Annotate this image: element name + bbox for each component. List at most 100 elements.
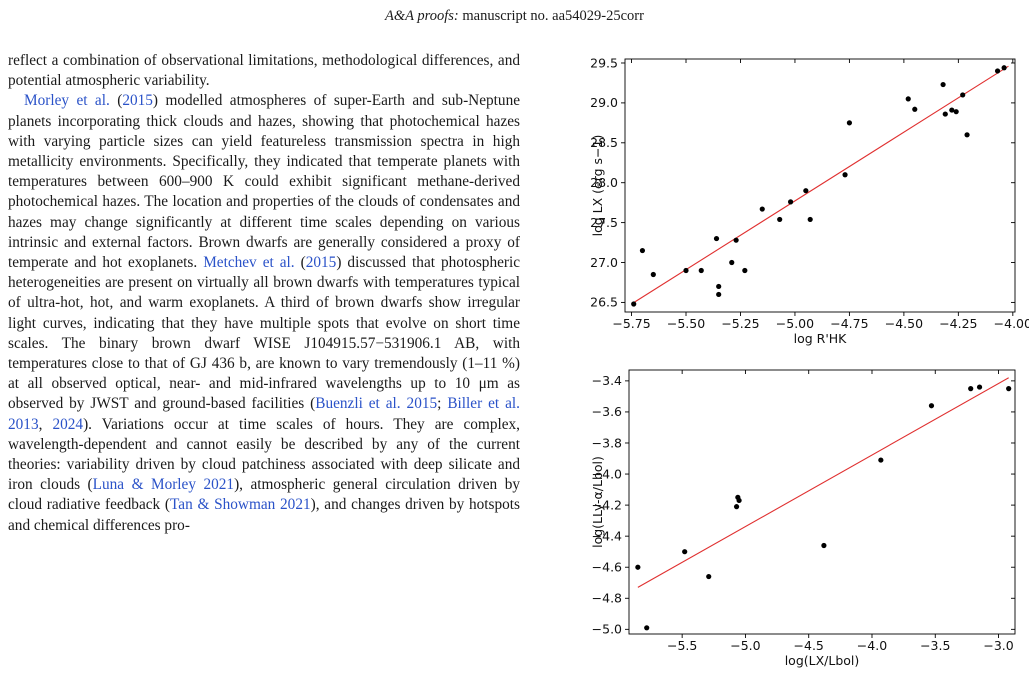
- x-tick-label: −4.75: [830, 316, 868, 331]
- data-point: [1006, 386, 1012, 392]
- journal-name: A&A proofs:: [385, 8, 459, 24]
- data-point: [905, 96, 911, 102]
- x-tick-label: −5.00: [776, 316, 814, 331]
- data-point: [994, 68, 1001, 74]
- y-tick-label: 29.0: [590, 95, 618, 110]
- data-point: [1001, 65, 1007, 71]
- data-point: [842, 172, 848, 178]
- data-point: [949, 107, 955, 113]
- citation-link[interactable]: Metchev et al.: [203, 254, 295, 272]
- x-tick-label: −4.0: [857, 638, 887, 653]
- x-tick-label: −5.75: [612, 316, 650, 331]
- running-header: A&A proofs: manuscript no. aa54029-25cor…: [0, 8, 1029, 25]
- data-point: [729, 259, 735, 266]
- fit-line: [631, 65, 1009, 305]
- data-point: [644, 625, 650, 631]
- x-tick-label: −4.25: [939, 316, 977, 331]
- data-point: [928, 403, 935, 409]
- y-tick-label: 28.0: [590, 175, 618, 190]
- data-point: [912, 106, 918, 112]
- paragraph-text: ;: [437, 395, 448, 413]
- data-point: [787, 199, 794, 205]
- data-point: [953, 109, 959, 115]
- data-point: [960, 92, 966, 98]
- y-axis-label: log(LLy-α/Lbol): [590, 456, 605, 548]
- data-point: [940, 81, 946, 88]
- data-point: [942, 111, 948, 117]
- y-tick-label: 27.0: [590, 255, 618, 270]
- y-tick-label: 27.5: [590, 215, 618, 230]
- y-tick-label: −4.8: [592, 591, 622, 606]
- data-point: [846, 120, 853, 126]
- figure-lya-vs-lx: −5.5 −5.0 −4.5 −4.0 −3.5 −3.0 −5.0 −4.8 −4.6 −4.4…: [590, 369, 1016, 668]
- citation-link[interactable]: Biller et al. 2013: [8, 395, 520, 433]
- paragraph-text: ) modelled atmospheres of super-Earth an…: [8, 92, 521, 272]
- x-tick-label: −5.0: [730, 638, 760, 653]
- paragraph-text: (: [294, 254, 306, 272]
- data-point: [733, 237, 739, 243]
- y-tick-label: 28.5: [590, 135, 618, 150]
- y-tick-label: −3.6: [592, 404, 622, 419]
- paragraph-1: reflect a combination of observational l…: [8, 52, 520, 90]
- data-point: [878, 457, 884, 463]
- y-tick-label: 29.5: [590, 55, 618, 70]
- x-tick-label: −4.00: [994, 316, 1029, 331]
- data-point: [777, 216, 783, 223]
- x-tick-label: −5.25: [721, 316, 759, 331]
- y-axis-label: log LX (erg s−1): [590, 135, 605, 237]
- paragraph-text: ) discussed that photospheric heterogene…: [8, 254, 521, 413]
- data-point: [733, 504, 740, 510]
- y-tick-label: −4.2: [592, 497, 622, 512]
- y-tick-label: −3.4: [592, 373, 622, 388]
- paragraph-text: (: [109, 92, 123, 110]
- citation-link[interactable]: 2015: [305, 254, 337, 272]
- y-tick-label: −4.0: [592, 466, 622, 481]
- data-point: [682, 549, 688, 555]
- data-point: [650, 271, 656, 278]
- body-text-column: reflect a combination of observational l…: [8, 51, 520, 536]
- data-point: [698, 267, 704, 274]
- citation-link[interactable]: Morley et al.: [24, 92, 110, 110]
- data-point: [716, 291, 722, 298]
- data-point: [706, 573, 712, 580]
- data-point: [759, 206, 765, 212]
- y-tick-label: −4.4: [592, 528, 622, 543]
- fit-line: [637, 377, 1009, 588]
- x-axis-label: log(LX/Lbol): [785, 653, 860, 668]
- y-tick-label: −3.8: [592, 435, 622, 450]
- citation-link[interactable]: Luna & Morley 2021: [92, 476, 235, 494]
- data-point: [821, 542, 827, 549]
- data-point: [968, 386, 974, 392]
- x-tick-label: −5.5: [667, 638, 697, 653]
- data-point: [803, 188, 809, 194]
- y-tick-label: 26.5: [590, 295, 618, 310]
- citation-link[interactable]: 2015: [122, 92, 153, 110]
- paragraph-text: ), atmospheric general circulation drive…: [8, 476, 520, 514]
- paragraph-text: ,: [38, 415, 53, 433]
- x-tick-label: −4.5: [794, 638, 824, 653]
- y-tick-label: −4.6: [592, 560, 622, 575]
- data-point: [976, 384, 983, 390]
- citation-link[interactable]: Tan & Showman 2021: [170, 496, 311, 514]
- data-point: [713, 235, 720, 242]
- paragraph-text: ). Variations occur at time scales of ho…: [8, 415, 520, 494]
- x-tick-label: −4.50: [885, 316, 923, 331]
- data-point: [736, 497, 742, 504]
- citation-link[interactable]: Buenzli et al. 2015: [315, 395, 438, 413]
- manuscript-number: manuscript no. aa54029-25corr: [458, 8, 644, 24]
- x-tick-label: −5.50: [667, 316, 705, 331]
- data-point: [964, 132, 970, 138]
- data-point: [635, 564, 641, 570]
- data-point: [631, 301, 637, 307]
- figure-lx-vs-rhk: −5.75 −5.50 −5.25 −5.00 −4.75 −4.50 −4.25 −4.00…: [590, 55, 1029, 346]
- citation-link[interactable]: 2024: [52, 415, 84, 433]
- data-point: [716, 283, 722, 290]
- data-point: [683, 267, 689, 274]
- paragraph-2: Morley et al. (2015) modelled atmosphere…: [8, 91, 520, 535]
- data-point: [639, 247, 646, 254]
- x-tick-label: −3.0: [983, 638, 1013, 653]
- plot-frame: [628, 369, 1016, 635]
- data-point: [742, 267, 748, 274]
- paragraph-text: ), and changes driven by hotspots and ch…: [8, 496, 520, 534]
- x-axis-label: log R'HK: [794, 331, 848, 346]
